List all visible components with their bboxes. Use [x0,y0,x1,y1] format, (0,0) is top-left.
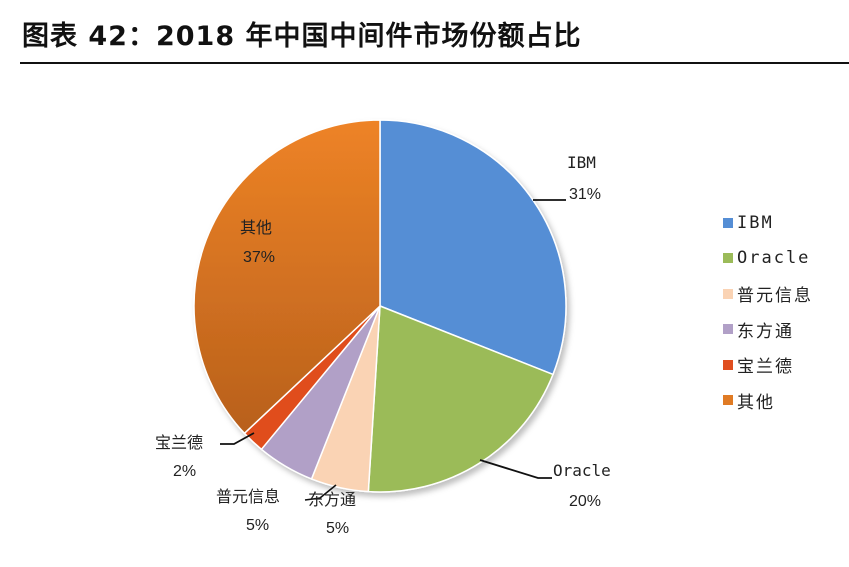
data-label-baolande-name: 宝兰德 [155,433,203,452]
legend-swatch-icon [723,217,733,228]
leader-line-oracle [479,459,552,479]
data-label-other-name: 其他 [240,218,272,237]
legend-swatch-icon [723,324,733,335]
legend-swatch-icon [723,359,733,370]
legend-item-other: 其他 [723,383,813,419]
legend-item-baolande: 宝兰德 [723,347,813,383]
data-label-puyuan-pct: 5% [246,517,269,534]
chart-title: 图表 42：2018 年中国中间件市场份额占比 [22,21,582,52]
legend-swatch-icon [723,395,733,406]
data-label-other-pct: 37% [243,249,275,266]
leader-line-dongfangtong [304,484,337,501]
legend-swatch-icon [723,253,733,264]
legend-item-oracle: Oracle [723,241,813,277]
legend-item-ibm: IBM [723,205,813,241]
chart-legend: IBM Oracle 普元信息 东方通 宝兰德 其他 [723,205,813,418]
leader-line-baolande [220,432,255,445]
pie-slices [193,119,567,493]
data-label-dongfangtong-pct: 5% [326,520,349,537]
pie-slice-其他 [193,119,381,435]
data-label-ibm-name: IBM [567,153,596,172]
title-divider [20,62,849,64]
legend-item-puyuan: 普元信息 [723,276,813,312]
data-label-ibm-pct: 31% [569,186,601,203]
data-label-oracle-pct: 20% [569,493,601,510]
legend-swatch-icon [723,288,733,299]
pie-slice-IBM [379,119,567,376]
data-label-puyuan-name: 普元信息 [216,487,280,506]
data-label-dongfangtong-name: 东方通 [308,490,356,509]
pie-slice-Oracle [367,304,554,493]
legend-item-dongfangtong: 东方通 [723,312,813,348]
data-label-baolande-pct: 2% [173,463,196,480]
data-label-oracle-name: Oracle [553,461,611,480]
